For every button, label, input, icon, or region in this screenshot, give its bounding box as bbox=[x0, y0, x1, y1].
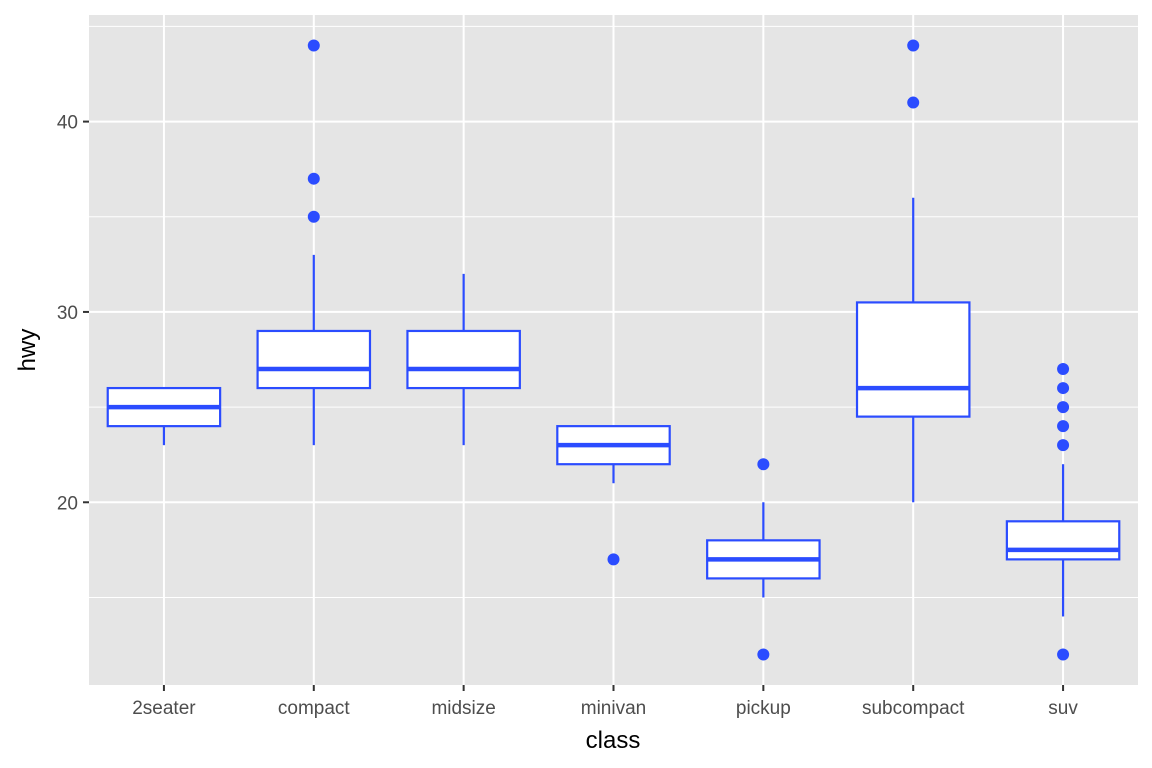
x-tick-label-subcompact: subcompact bbox=[862, 698, 965, 719]
outlier-point-subcompact-44 bbox=[907, 39, 920, 52]
outlier-point-compact-35 bbox=[307, 210, 320, 223]
x-tick-label-compact: compact bbox=[278, 698, 351, 719]
outlier-point-subcompact-41 bbox=[907, 96, 920, 109]
box-midsize bbox=[406, 273, 521, 446]
x-tick-label-midsize: midsize bbox=[431, 698, 495, 719]
outlier-point-pickup-12 bbox=[757, 648, 770, 661]
box-pickup bbox=[706, 458, 821, 661]
y-tick-label-40: 40 bbox=[57, 113, 78, 134]
x-axis: 2seater compact midsize minivan pickup subcom… bbox=[132, 685, 1078, 719]
x-tick-label-suv: suv bbox=[1048, 698, 1078, 719]
outlier-point-suv-27 bbox=[1057, 363, 1070, 376]
box-2seater bbox=[106, 386, 222, 446]
y-axis: 20 30 40 bbox=[57, 113, 89, 514]
outlier-point-pickup-22 bbox=[757, 458, 770, 471]
x-tick-label-2seater: 2seater bbox=[132, 698, 196, 719]
outlier-point-suv-26 bbox=[1057, 382, 1070, 395]
outlier-point-suv-12 bbox=[1057, 648, 1070, 661]
box-subcompact bbox=[855, 39, 971, 503]
box-body-compact bbox=[256, 329, 372, 390]
y-tick-label-30: 30 bbox=[57, 303, 78, 324]
box-body-subcompact bbox=[855, 301, 971, 418]
outlier-point-minivan-17 bbox=[607, 553, 620, 566]
box-body-midsize bbox=[406, 329, 521, 390]
outlier-point-compact-37 bbox=[307, 172, 320, 185]
outlier-point-suv-25 bbox=[1057, 401, 1070, 414]
y-tick-label-20: 20 bbox=[57, 493, 78, 514]
box-minivan bbox=[556, 425, 671, 566]
box-compact bbox=[256, 39, 372, 446]
y-axis-title: hwy bbox=[14, 329, 41, 372]
outlier-point-compact-44 bbox=[307, 39, 320, 52]
outlier-point-suv-23 bbox=[1057, 439, 1070, 452]
x-axis-title: class bbox=[586, 727, 641, 754]
x-tick-label-pickup: pickup bbox=[736, 698, 791, 719]
box-body-suv bbox=[1005, 520, 1121, 561]
boxes-layer bbox=[106, 39, 1121, 661]
box-suv bbox=[1005, 363, 1121, 661]
x-tick-label-minivan: minivan bbox=[581, 698, 646, 719]
outlier-point-suv-24 bbox=[1057, 420, 1070, 433]
